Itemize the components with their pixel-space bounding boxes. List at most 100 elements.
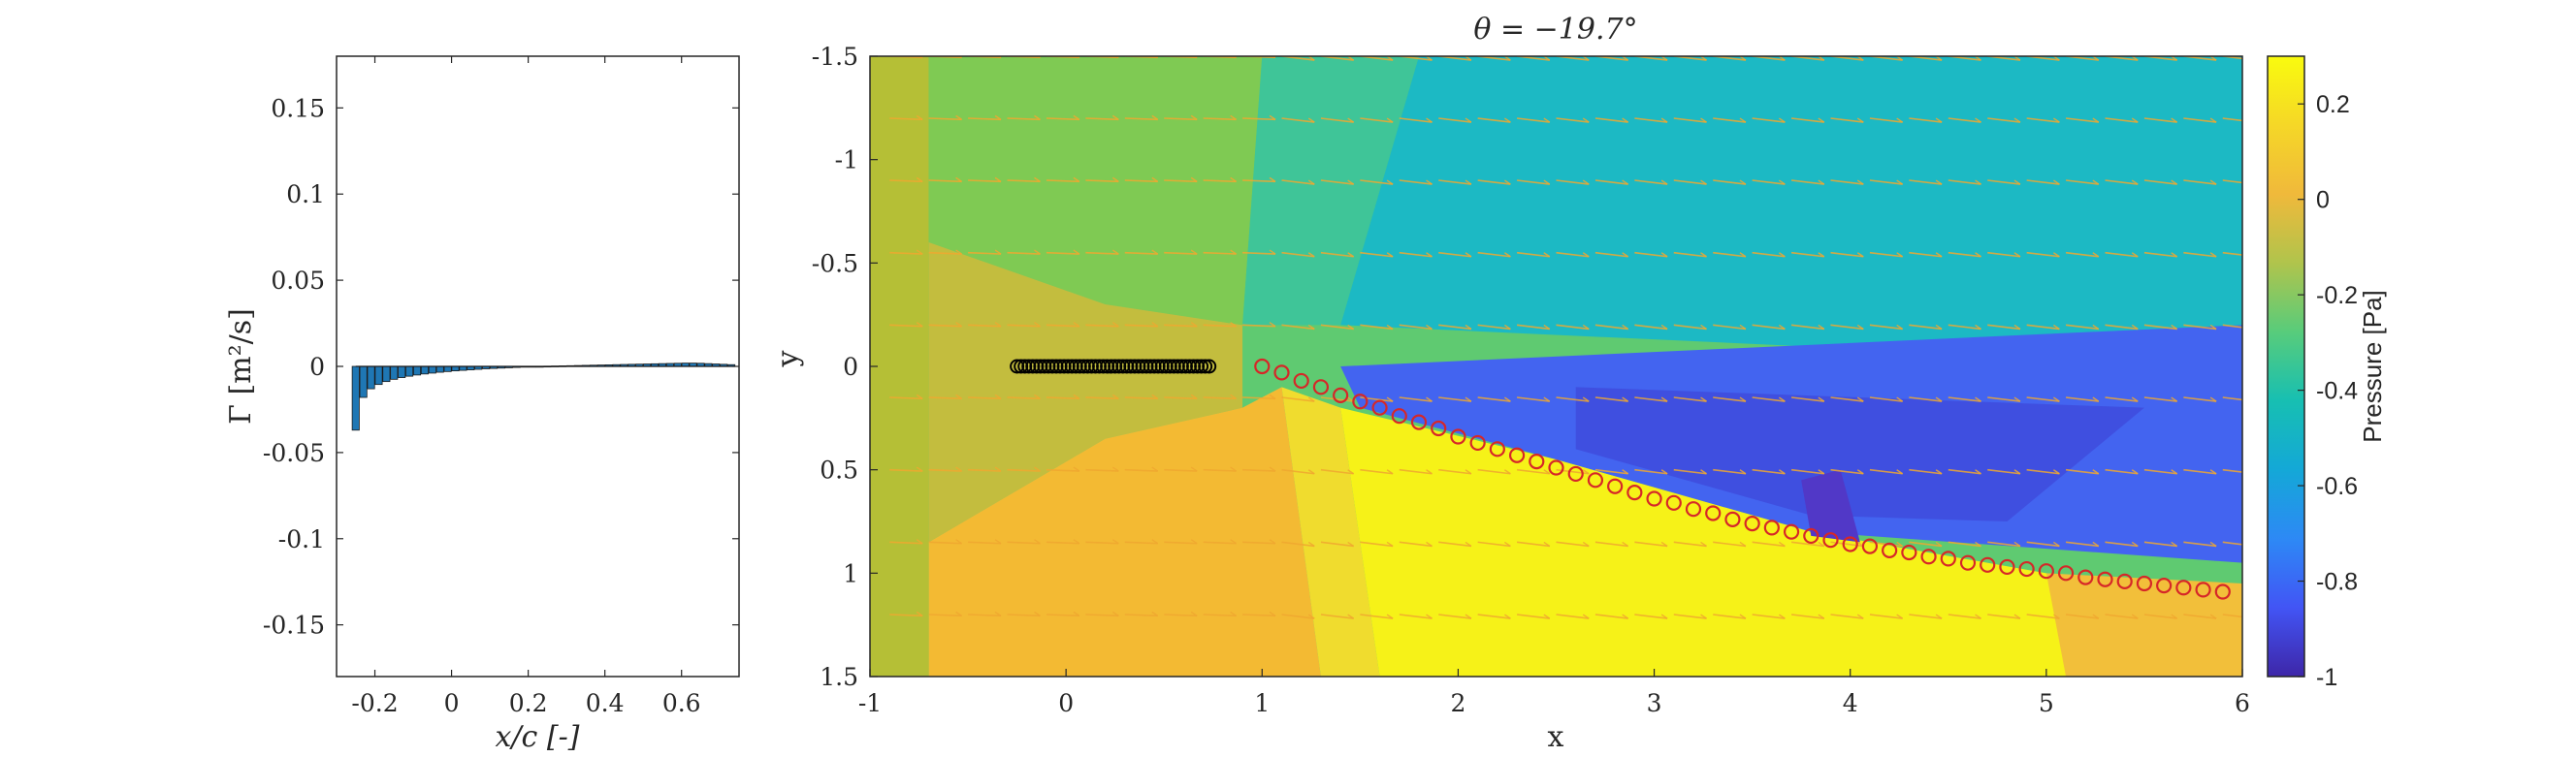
- velocity-arrow: [1477, 396, 1511, 402]
- velocity-arrow-head: [2013, 179, 2021, 185]
- wake-marker: [1410, 414, 1428, 430]
- velocity-arrow: [1007, 251, 1041, 255]
- velocity-arrow: [1320, 468, 1354, 475]
- velocity-arrow-head: [1505, 684, 1511, 688]
- wake-marker: [1980, 556, 1996, 573]
- velocity-arrow-head: [1739, 614, 1747, 619]
- velocity-arrow-head: [1269, 394, 1276, 399]
- velocity-arrow-head: [1700, 396, 1707, 402]
- pressure-region-upper-green: [928, 56, 1263, 326]
- velocity-arrow-head: [1818, 179, 1825, 185]
- colorbar-tick-label: -0.2: [2316, 282, 2358, 309]
- velocity-arrow: [2223, 687, 2256, 688]
- wake-marker: [1920, 549, 1937, 565]
- velocity-arrow: [2143, 468, 2177, 475]
- velocity-arrow: [1124, 396, 1158, 400]
- velocity-arrow-head: [1504, 396, 1511, 402]
- velocity-arrow: [1007, 468, 1041, 472]
- velocity-arrow-head: [2250, 470, 2256, 474]
- right-y-axis-label: y: [771, 350, 805, 367]
- velocity-arrow: [1085, 251, 1119, 255]
- circulation-bar: [374, 365, 383, 386]
- velocity-arrow-head: [1307, 541, 1315, 547]
- velocity-arrow-head: [1543, 252, 1551, 258]
- velocity-arrow-head: [2250, 397, 2256, 401]
- wake-marker: [1803, 527, 1819, 545]
- velocity-arrow-head: [2053, 541, 2060, 547]
- velocity-arrow-head: [1269, 539, 1276, 545]
- velocity-arrow-head: [2092, 324, 2100, 330]
- velocity-arrow-head: [1779, 324, 1786, 330]
- velocity-arrow-head: [1426, 614, 1433, 619]
- velocity-arrow-head: [1073, 394, 1080, 399]
- velocity-arrow: [2222, 541, 2242, 546]
- velocity-arrow: [1124, 541, 1158, 545]
- velocity-arrow: [1753, 687, 1786, 688]
- velocity-arrow-head: [1034, 176, 1041, 182]
- velocity-arrow-head: [2131, 179, 2139, 185]
- wake-marker: [1665, 494, 1682, 511]
- velocity-arrow-head: [1347, 541, 1355, 547]
- velocity-arrow: [2222, 179, 2242, 184]
- velocity-arrow: [1399, 614, 1433, 619]
- velocity-arrow-head: [2209, 469, 2217, 475]
- velocity-arrow: [1831, 687, 1864, 688]
- velocity-arrow-head: [1386, 396, 1394, 402]
- velocity-arrow-head: [1504, 324, 1511, 330]
- velocity-arrow-head: [1975, 179, 1981, 185]
- velocity-arrow-head: [1073, 176, 1080, 182]
- velocity-arrow-head: [916, 114, 923, 120]
- velocity-arrow: [1909, 541, 1943, 548]
- velocity-arrow-head: [916, 611, 923, 616]
- velocity-arrow: [1203, 117, 1237, 121]
- velocity-arrow-head: [1935, 252, 1943, 258]
- velocity-arrow: [2143, 541, 2177, 548]
- velocity-arrow: [1556, 324, 1590, 331]
- velocity-arrow-head: [1073, 539, 1080, 545]
- circulation-bar: [367, 365, 375, 390]
- velocity-arrow: [1516, 468, 1550, 475]
- velocity-arrow: [1164, 117, 1198, 121]
- velocity-arrow-head: [1465, 396, 1472, 402]
- velocity-arrow-head: [1780, 684, 1786, 688]
- velocity-arrow: [1046, 179, 1079, 183]
- velocity-arrow-head: [1465, 179, 1472, 185]
- velocity-arrow: [889, 324, 923, 328]
- velocity-arrow: [928, 396, 962, 400]
- velocity-arrow: [2143, 324, 2177, 331]
- velocity-arrow: [1790, 179, 1824, 185]
- velocity-arrow-head: [2131, 469, 2139, 475]
- velocity-arrow: [1987, 396, 2021, 402]
- velocity-arrow: [1085, 324, 1119, 328]
- velocity-arrow-head: [2053, 117, 2060, 123]
- wake-marker: [1254, 358, 1271, 375]
- velocity-arrow-head: [2250, 684, 2256, 688]
- left-x-tick-label: 0: [444, 689, 460, 717]
- velocity-arrow-head: [1660, 541, 1668, 547]
- velocity-arrow-head: [2014, 684, 2020, 688]
- velocity-arrow-head: [1190, 539, 1198, 545]
- velocity-arrow: [1281, 614, 1315, 619]
- left-y-tick-label: 0.05: [271, 267, 325, 295]
- velocity-arrow: [2027, 687, 2060, 688]
- velocity-arrow: [1909, 251, 1943, 258]
- velocity-arrow: [1909, 117, 1943, 123]
- velocity-arrow: [1438, 117, 1472, 123]
- velocity-arrow-head: [1543, 117, 1551, 123]
- velocity-arrow-head: [1034, 539, 1041, 545]
- velocity-arrow-head: [1426, 324, 1433, 330]
- velocity-arrow: [1948, 614, 1981, 619]
- wake-marker: [1783, 523, 1800, 540]
- left-x-tick-label: 0.2: [509, 689, 548, 717]
- velocity-arrow: [1948, 468, 1981, 475]
- velocity-arrow-head: [2172, 684, 2177, 688]
- velocity-arrow: [2105, 614, 2139, 619]
- velocity-arrow: [1124, 179, 1158, 183]
- wake-marker: [1861, 538, 1879, 554]
- left-y-tick-label: -0.1: [278, 525, 325, 553]
- velocity-arrow: [1752, 541, 1786, 548]
- velocity-arrow: [1046, 251, 1079, 255]
- velocity-arrow: [2105, 468, 2139, 475]
- velocity-arrow-head: [2013, 541, 2021, 547]
- velocity-arrow: [2026, 396, 2060, 402]
